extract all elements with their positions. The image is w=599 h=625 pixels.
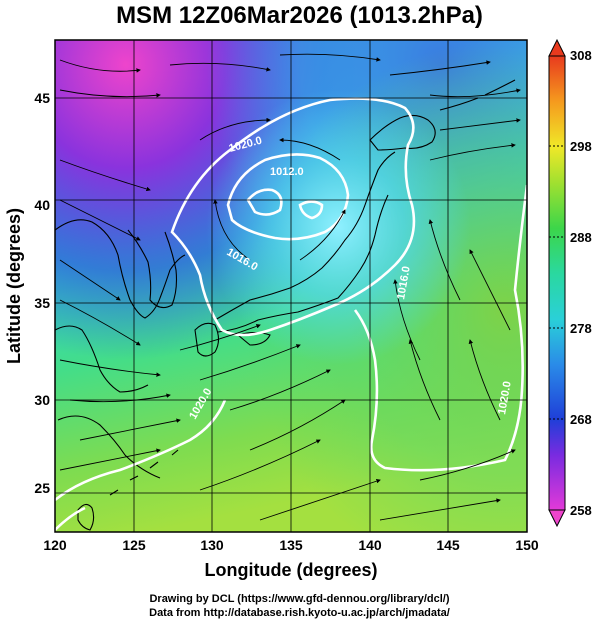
y-tick-label: 35 — [34, 295, 50, 311]
colorbar-min-arrow — [548, 509, 566, 528]
coastlines — [55, 79, 516, 531]
map-title: MSM 12Z06Mar2026 (1013.2hPa) — [116, 2, 483, 29]
y-tick-label: 25 — [34, 480, 50, 496]
x-axis-label: Longitude (degrees) — [204, 560, 377, 580]
grid-lines — [55, 40, 527, 532]
colorbar-tick-label: 278 — [570, 321, 592, 336]
x-tick-labels: 120 125 130 135 140 145 150 — [43, 537, 539, 553]
contour-label: 1016.0 — [395, 265, 413, 300]
x-tick-label: 150 — [515, 537, 539, 553]
colorbar-tick-label: 258 — [570, 503, 592, 518]
wind-streamlines — [59, 53, 521, 521]
x-tick-label: 140 — [358, 537, 382, 553]
colorbar-tick-label: 288 — [570, 230, 592, 245]
x-tick-label: 125 — [122, 537, 146, 553]
y-tick-labels: 25 30 35 40 45 — [34, 90, 50, 496]
x-tick-label: 135 — [279, 537, 303, 553]
y-tick-label: 30 — [34, 392, 50, 408]
x-tick-label: 130 — [200, 537, 224, 553]
x-tick-label: 145 — [436, 537, 460, 553]
plot-frame — [54, 39, 528, 533]
y-tick-label: 40 — [34, 197, 50, 213]
colorbar: 308 298 288 278 268 258 — [548, 38, 592, 528]
isobars — [55, 97, 527, 531]
colorbar-tick-label: 268 — [570, 412, 592, 427]
credit-dcl: Drawing by DCL (https://www.gfd-dennou.o… — [149, 593, 450, 605]
colorbar-tick-label: 298 — [570, 139, 592, 154]
contour-label: 1020.0 — [496, 380, 514, 415]
credit-data-source: Data from http://database.rish.kyoto-u.a… — [149, 607, 450, 619]
colorbar-tick-label: 308 — [570, 48, 592, 63]
y-tick-label: 45 — [34, 90, 50, 106]
x-tick-label: 120 — [43, 537, 67, 553]
y-axis-label: Latitude (degrees) — [4, 208, 24, 364]
contour-label: 1012.0 — [270, 166, 304, 178]
colorbar-max-arrow — [548, 38, 566, 57]
